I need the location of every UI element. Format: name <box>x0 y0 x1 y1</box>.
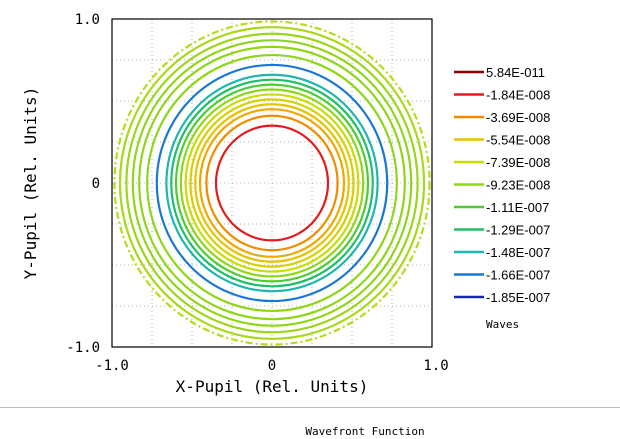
contour-line <box>155 63 389 303</box>
y-tick-top: 1.0 <box>75 12 100 28</box>
contour-layer <box>113 20 431 346</box>
contour-line <box>165 73 379 293</box>
contour-line <box>214 124 330 242</box>
plot-border <box>111 18 433 348</box>
contour-line <box>131 39 413 327</box>
contour-line <box>170 78 374 288</box>
x-tick-left: -1.0 <box>95 358 129 374</box>
contour-line <box>174 83 370 283</box>
contour-line <box>113 20 431 346</box>
chart-title: Wavefront Function <box>305 425 425 438</box>
legend-label: 5.84E-011 <box>486 65 545 80</box>
legend-label: -1.84E-008 <box>486 88 550 103</box>
contour-line <box>118 26 426 340</box>
contour-line <box>198 108 346 258</box>
legend-label: -1.85E-007 <box>486 290 550 305</box>
legend: 5.84E-011 -1.84E-008 -3.69E-008 -5.54E-008 -… <box>454 65 550 305</box>
grid <box>112 19 432 347</box>
legend-label: -1.29E-007 <box>486 223 550 238</box>
contour-line <box>189 98 355 268</box>
y-tick-bottom: -1.0 <box>66 340 100 356</box>
legend-label: -9.23E-008 <box>486 178 550 193</box>
legend-label: -3.69E-008 <box>486 110 550 125</box>
x-tick-right: 1.0 <box>423 358 448 374</box>
x-axis-label: X-Pupil (Rel. Units) <box>176 377 369 396</box>
y-axis-label: Y-Pupil (Rel. Units) <box>21 87 40 280</box>
contour-line <box>138 45 406 321</box>
legend-label: -1.48E-007 <box>486 245 550 260</box>
footer-divider <box>0 407 620 408</box>
contour-line <box>205 114 339 252</box>
legend-label: -1.11E-007 <box>486 200 549 215</box>
legend-unit: Waves <box>486 318 519 331</box>
contour-line <box>184 93 360 273</box>
y-tick-mid: 0 <box>92 176 100 192</box>
legend-label: -7.39E-008 <box>486 155 550 170</box>
contour-line <box>146 53 398 313</box>
legend-label: -1.66E-007 <box>486 268 550 283</box>
contour-line <box>179 88 365 278</box>
contour-line <box>194 103 350 263</box>
x-tick-mid: 0 <box>268 358 276 374</box>
contour-line <box>125 32 419 334</box>
legend-label: -5.54E-008 <box>486 133 550 148</box>
